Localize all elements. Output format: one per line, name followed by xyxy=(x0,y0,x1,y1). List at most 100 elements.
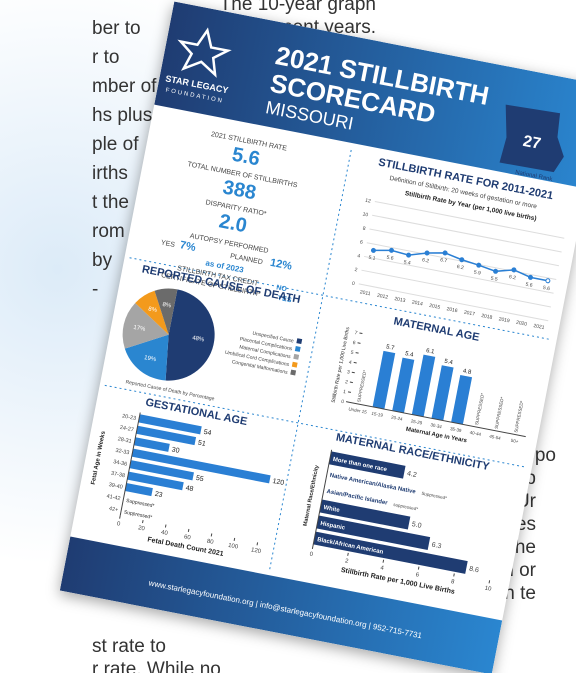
rank: 27 xyxy=(522,133,543,153)
legend-swatch xyxy=(294,346,301,352)
y-tick-label: 28-31 xyxy=(117,436,132,445)
background-line: - xyxy=(92,279,99,300)
y-tick-label: 6 xyxy=(359,239,363,245)
bar xyxy=(316,515,431,550)
bar xyxy=(319,499,411,530)
tick-mark xyxy=(164,524,167,528)
data-label: 19% xyxy=(144,355,158,363)
bar xyxy=(451,374,473,425)
y-tick-label: 5 xyxy=(350,350,354,356)
data-label: 5.1 xyxy=(368,255,376,262)
divider xyxy=(269,149,352,571)
header-band xyxy=(154,1,576,189)
y-axis-title: Fetal Age in Weeks xyxy=(91,430,107,485)
tick-mark xyxy=(357,342,361,344)
rate-point xyxy=(527,274,533,280)
tick-mark xyxy=(187,528,190,533)
stat-value: 2.0 xyxy=(217,210,248,237)
data-label: suppressed* xyxy=(393,502,419,512)
logo-star xyxy=(177,27,232,78)
y-tick-label: 39-40 xyxy=(108,482,123,491)
footer-band xyxy=(59,536,503,673)
y-tick-label: 41-42 xyxy=(106,494,121,503)
data-label: 48 xyxy=(185,485,194,493)
bar xyxy=(411,354,436,417)
grid-line xyxy=(358,283,549,322)
x-tick-label: 2019 xyxy=(498,316,510,324)
tick-mark xyxy=(345,401,350,403)
data-label: 5.4 xyxy=(444,359,454,367)
y-tick-label: 0 xyxy=(351,281,355,287)
data-label: 4.2 xyxy=(406,470,417,479)
background-line: t the xyxy=(92,192,129,213)
rate-point xyxy=(545,278,551,284)
grid-line xyxy=(369,228,560,267)
data-label: 51 xyxy=(197,440,206,448)
data-label: 5.6 xyxy=(542,285,550,292)
background-line: ber to xyxy=(92,18,141,39)
y-tick-label: 4 xyxy=(357,253,361,259)
category-label: Hispanic xyxy=(320,521,346,532)
bar xyxy=(127,471,184,491)
data-label: 8% xyxy=(162,302,172,310)
data-label: SUPPRESSED* xyxy=(474,392,485,425)
x-tick-label: 2020 xyxy=(515,320,527,328)
legend-swatch xyxy=(296,338,303,345)
background-line: The 10-year graph xyxy=(219,0,376,15)
data-label: Suppressed* xyxy=(126,498,155,509)
background-line: hs plus xyxy=(92,105,153,126)
rate-point xyxy=(459,257,465,263)
stat-value: 12% xyxy=(269,257,293,273)
background-line: st rate to xyxy=(92,636,166,657)
bar xyxy=(328,451,406,479)
tick-mark xyxy=(142,520,144,524)
x-tick-label: 40 xyxy=(160,530,168,537)
data-label: 5.5 xyxy=(490,276,498,283)
x-tick-label: 35-39 xyxy=(450,426,463,433)
data-label: 5.7 xyxy=(385,344,395,352)
axis xyxy=(348,401,526,438)
data-label: 5.9 xyxy=(473,269,481,276)
bar xyxy=(124,483,153,497)
grid-line xyxy=(361,269,552,308)
section-title: MATERNAL AGE xyxy=(393,315,481,343)
bar xyxy=(431,365,454,421)
data-label: 6.2 xyxy=(456,264,464,271)
stat-value: NO xyxy=(276,284,288,293)
x-tick-label: Under 15 xyxy=(348,406,368,415)
data-label: 5.4 xyxy=(403,259,411,266)
scorecard: STAR LEGACY FOUNDATION 2021 STILLBIRTH S… xyxy=(59,1,576,673)
data-label: Suppressed* xyxy=(421,491,447,501)
pie-slice xyxy=(135,290,169,335)
stat-value: 7% xyxy=(179,239,197,254)
x-tick-label: 2014 xyxy=(411,299,423,307)
y-tick-label: 32-33 xyxy=(115,448,130,457)
legend-swatch xyxy=(290,369,297,376)
tick-mark xyxy=(488,580,491,584)
background-line: r rate. While no xyxy=(92,659,221,673)
data-label: 8.6 xyxy=(469,566,480,575)
rate-point xyxy=(424,250,430,256)
background-line: rom xyxy=(92,221,125,242)
y-tick-label: 24-27 xyxy=(119,425,134,434)
category-label: White xyxy=(323,505,341,514)
tick-mark xyxy=(359,332,363,335)
x-tick-label: 100 xyxy=(228,543,240,551)
tick-mark xyxy=(119,515,121,519)
data-label: Suppressed* xyxy=(123,509,152,520)
y-tick-label: 42+ xyxy=(108,506,118,514)
tick-mark xyxy=(355,352,359,354)
x-tick-label: 2015 xyxy=(429,303,441,311)
pie-slice xyxy=(154,288,178,335)
tick-mark xyxy=(347,552,349,556)
y-tick-label: 34-36 xyxy=(113,459,128,468)
data-label: SUPPRESSED* xyxy=(494,396,505,429)
x-tick-label: 120 xyxy=(250,547,262,555)
tick-mark xyxy=(311,545,314,550)
pie-slice xyxy=(124,334,169,381)
y-tick-label: 3 xyxy=(346,369,350,375)
bar xyxy=(131,448,271,484)
bar xyxy=(129,460,194,481)
y-tick-label: 37-38 xyxy=(110,471,125,480)
data-label: 5.4 xyxy=(405,351,415,359)
